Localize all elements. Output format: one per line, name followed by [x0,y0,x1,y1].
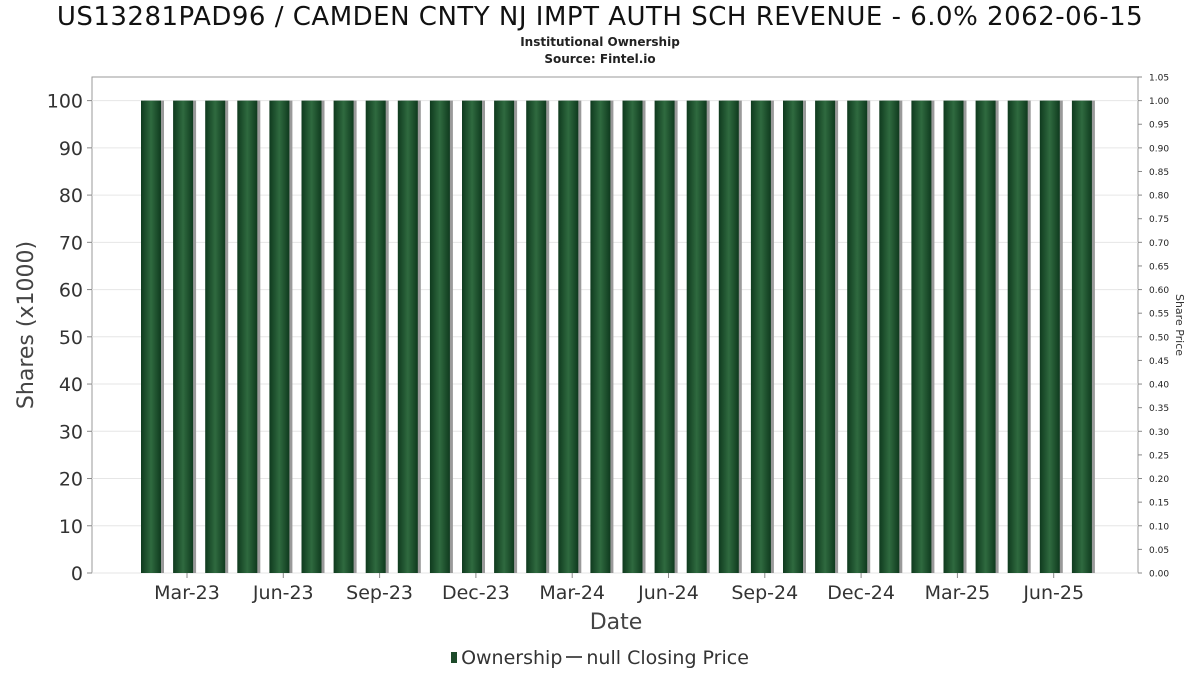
ownership-bar [911,100,932,573]
x-tick-label: Jun-25 [1022,582,1084,604]
ownership-bar [558,100,579,573]
chart-title: US13281PAD96 / CAMDEN CNTY NJ IMPT AUTH … [56,2,1144,32]
ownership-bar [815,100,836,573]
ownership-bar [526,100,547,573]
y2-tick-label: 0.05 [1149,546,1169,556]
y-axis-left: 0 10 20 30 40 50 60 70 80 90 100 [47,91,92,585]
y2-tick-label: 1.00 [1149,97,1169,107]
ownership-bar [141,100,161,573]
ownership-bar [847,100,868,573]
y2-tick-label: 0.35 [1149,404,1169,414]
bar-series [141,100,1095,573]
ownership-bar [975,100,996,573]
x-tick-label: Dec-23 [442,582,510,604]
x-tick-label: Mar-23 [154,582,220,604]
x-tick-label: Sep-23 [346,582,413,604]
y-tick-label: 90 [59,138,83,160]
y2-tick-label: 0.95 [1149,121,1169,131]
y-tick-label: 60 [59,280,83,302]
chart-legend: Ownership null Closing Price [0,647,1200,669]
y-tick-label: 80 [59,185,83,207]
ownership-bar [879,100,900,573]
y2-tick-label: 0.55 [1149,310,1169,320]
ownership-bar [333,100,354,573]
y-axis-label: Shares (x1000) [14,241,39,409]
y-tick-label: 40 [59,374,83,396]
y2-tick-label: 0.80 [1149,192,1169,202]
y2-tick-label: 0.70 [1149,239,1169,249]
ownership-bar [205,100,226,573]
y-tick-label: 20 [59,469,83,491]
x-tick-label: Mar-25 [925,582,991,604]
y2-tick-label: 0.15 [1149,499,1169,509]
ownership-bar [718,100,739,573]
x-axis-label: Date [590,610,643,635]
ownership-bar [429,100,450,573]
ownership-bar [654,100,675,573]
ownership-bar [269,100,290,573]
y-tick-label: 10 [59,516,83,538]
ownership-bar [173,100,194,573]
ownership-bar [686,100,707,573]
y-tick-label: 0 [71,563,83,585]
chart-subtitle: Institutional Ownership [520,35,680,49]
y2-tick-label: 0.20 [1149,475,1169,485]
y2-tick-label: 0.85 [1149,168,1169,178]
ownership-bar [397,100,418,573]
chart-source: Source: Fintel.io [544,52,656,66]
y2-tick-label: 0.75 [1149,215,1169,225]
y2-tick-label: 0.65 [1149,262,1169,272]
y2-tick-label: 0.40 [1149,381,1169,391]
ownership-bar [943,100,964,573]
y2-tick-label: 0.10 [1149,522,1169,532]
x-tick-label: Mar-24 [539,582,605,604]
ownership-bar [237,100,258,573]
y2-tick-label: 0.30 [1149,428,1169,438]
ownership-bar [462,100,482,573]
ownership-bar [1007,100,1028,573]
y2-tick-label: 0.25 [1149,451,1169,461]
y2-tick-label: 0.00 [1149,570,1169,580]
legend-ownership: Ownership [461,647,563,669]
x-tick-label: Sep-24 [731,582,798,604]
ownership-bar [494,100,515,573]
ownership-swatch-icon [451,652,458,663]
x-tick-label: Jun-24 [637,582,699,604]
ownership-bar [1039,100,1060,573]
x-tick-label: Jun-23 [252,582,314,604]
y-axis-right: 0.00 0.05 0.10 0.15 0.20 0.25 0.30 0.35 0.40 0.45… [1138,74,1169,580]
ownership-bar [301,100,322,573]
y2-axis-label: Share Price [1173,294,1186,356]
price-line-swatch-icon [566,656,583,658]
ownership-bar [622,100,643,573]
y2-tick-label: 0.90 [1149,144,1169,154]
y2-tick-label: 0.50 [1149,333,1169,343]
ownership-bar [750,100,771,573]
y-tick-label: 100 [47,91,83,113]
x-tick-label: Dec-24 [827,582,895,604]
y2-tick-label: 0.45 [1149,357,1169,367]
x-axis: Mar-23 Jun-23 Sep-23 Dec-23 Mar-24 Jun-24 Sep-… [154,573,1084,604]
ownership-bar [365,100,386,573]
ownership-bar [590,100,611,573]
y-tick-label: 50 [59,327,83,349]
ownership-bar [783,100,803,573]
legend-price: null Closing Price [586,647,749,669]
y2-tick-label: 1.05 [1149,74,1169,84]
y-tick-label: 30 [59,421,83,443]
y2-tick-label: 0.60 [1149,286,1169,296]
y-tick-label: 70 [59,232,83,254]
ownership-bar [1071,100,1092,573]
